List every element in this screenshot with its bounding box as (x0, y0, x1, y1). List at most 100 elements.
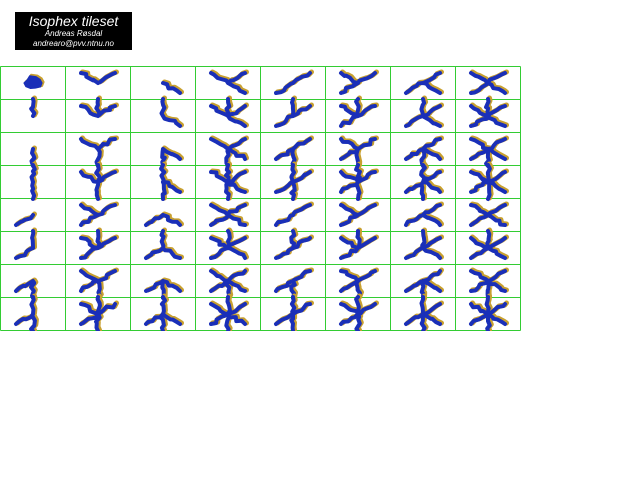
river-tile (404, 267, 444, 300)
river-tile (79, 135, 119, 168)
river-tile (209, 69, 249, 95)
river-tile (339, 95, 379, 128)
river-water (79, 71, 117, 85)
river-water (404, 269, 442, 300)
river-water (209, 71, 247, 95)
river-tile (274, 267, 314, 300)
river-water (339, 97, 377, 128)
river-water (404, 295, 442, 331)
author-email: andrearo@pvv.ntnu.no (33, 39, 114, 48)
river-water (144, 229, 182, 260)
river-water (469, 137, 507, 168)
river-water (404, 229, 442, 260)
river-tile (339, 227, 379, 260)
river-tile (14, 227, 38, 260)
river-water (274, 203, 312, 227)
river-tile (469, 69, 509, 95)
river-tile (339, 135, 379, 168)
river-tile (79, 69, 119, 85)
river-tile (144, 211, 184, 227)
river-tile (469, 227, 509, 260)
river-water (274, 97, 312, 128)
river-tile (23, 73, 45, 89)
tileset-title-panel: Isophex tileset Andreas Røsdal andrearo@… (15, 12, 132, 50)
river-water (161, 81, 182, 95)
river-tile (469, 135, 509, 168)
river-tile (209, 201, 249, 227)
river-tile (339, 267, 379, 300)
river-water (159, 97, 182, 128)
river-water (469, 229, 507, 260)
river-water (339, 229, 377, 260)
river-tile (469, 161, 509, 201)
river-tile (29, 145, 39, 168)
river-water (404, 97, 442, 128)
river-tile (274, 201, 314, 227)
author-name: Andreas Røsdal (44, 29, 103, 38)
river-water (79, 269, 117, 300)
river-tile (29, 95, 39, 118)
river-tile (404, 227, 444, 260)
river-water (209, 137, 247, 168)
river-water (29, 147, 37, 168)
river-water (79, 295, 117, 331)
river-water (469, 203, 507, 227)
river-tile (404, 95, 444, 128)
river-tile (209, 135, 249, 168)
river-water (404, 163, 442, 201)
river-water (14, 295, 37, 331)
river-water (469, 71, 507, 95)
river-tile (144, 293, 184, 331)
river-tile (79, 293, 119, 331)
river-water (274, 295, 312, 331)
river-water (79, 203, 117, 227)
river-tile-grid (0, 66, 521, 331)
river-water (23, 75, 43, 89)
river-tile (274, 161, 314, 201)
river-water (79, 97, 117, 118)
river-water (209, 203, 247, 227)
river-tile (404, 201, 444, 227)
river-tile (79, 227, 119, 260)
river-water (339, 203, 377, 227)
river-tile (469, 95, 509, 128)
river-water (29, 163, 37, 201)
river-tile (79, 161, 119, 201)
river-tile (144, 227, 184, 260)
river-tile (274, 293, 314, 331)
river-water (339, 163, 377, 201)
river-water (469, 163, 507, 201)
river-water (79, 163, 117, 201)
river-tile (160, 145, 184, 168)
river-tile (404, 135, 444, 168)
river-water (339, 71, 377, 95)
river-water (79, 229, 117, 260)
river-tile (469, 267, 509, 300)
river-tile (209, 95, 249, 128)
river-tile (209, 293, 249, 331)
river-water (209, 163, 247, 201)
river-water (339, 295, 377, 331)
river-water (469, 97, 507, 128)
river-water (274, 229, 312, 260)
river-tile (159, 95, 184, 128)
river-water (209, 229, 247, 260)
river-tile (159, 161, 184, 201)
river-tile (404, 69, 444, 95)
river-tile (469, 293, 509, 331)
river-water (339, 137, 377, 168)
river-tile (14, 293, 39, 331)
river-water (274, 71, 312, 95)
river-tile (274, 95, 314, 128)
river-tile (209, 227, 249, 260)
river-water (14, 229, 36, 260)
river-water (79, 137, 117, 168)
river-water (274, 163, 312, 201)
river-water (469, 269, 507, 300)
river-water (29, 97, 37, 118)
river-tile (404, 161, 444, 201)
tileset-title: Isophex tileset (28, 13, 119, 29)
river-tile (79, 95, 119, 118)
river-tile (469, 201, 509, 227)
river-tile (209, 267, 249, 300)
